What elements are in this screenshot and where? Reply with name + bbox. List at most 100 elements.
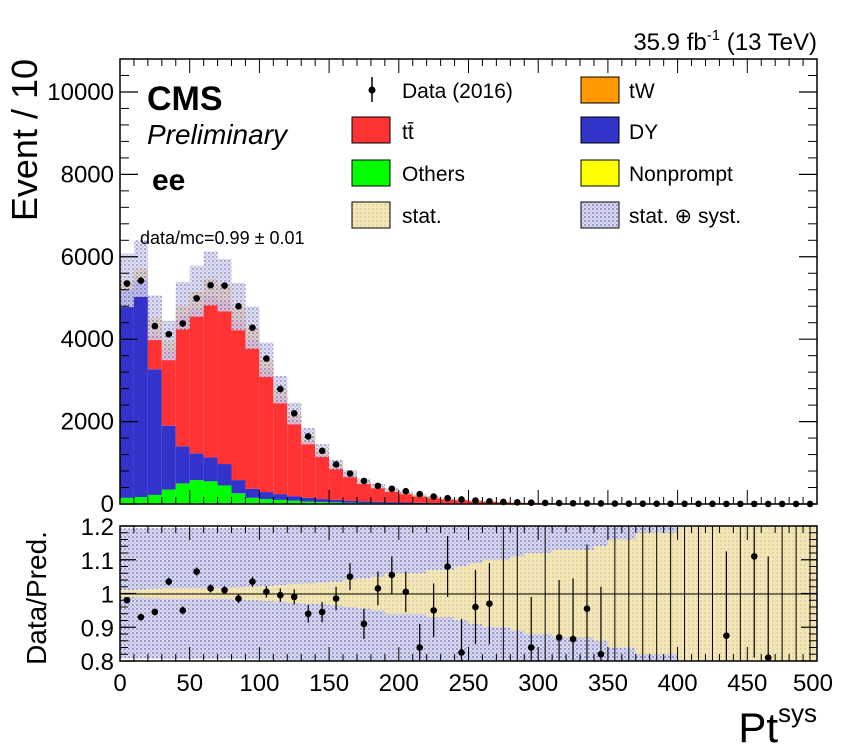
bar-others-bin-11 [273,499,288,504]
bar-tt-bin-12 [287,419,302,497]
ratio-point-bin-2 [151,608,159,616]
data-point-bin-11 [277,385,284,393]
bar-tt-bin-18 [370,488,385,502]
bar-tt-bin-19 [384,491,399,503]
legend-stat-swatch [351,201,391,229]
syst-band-bin-1 [133,240,148,297]
xtick-label-6: 300 [518,670,558,697]
ratio-point-bin-34 [597,650,605,658]
legend-item-others: Others [351,159,465,187]
main-ytick-label-1: 2000 [61,409,114,436]
ratio-point-bin-21 [416,644,424,651]
bar-others-bin-2 [147,494,162,504]
xtick-label-5: 250 [448,670,488,697]
xtick-label-4: 200 [379,670,419,697]
data-point-bin-15 [332,461,340,468]
syst-band-bin-2 [147,295,162,341]
data-point-bin-5 [193,295,200,302]
legend-tw-label: tW [629,80,655,103]
bar-others-bin-15 [329,502,344,504]
data-point-bin-13 [304,433,312,440]
bar-others-bin-4 [175,483,190,504]
bar-others-bin-10 [259,499,274,504]
ratio-point-bin-1 [137,613,145,621]
bar-dy-bin-10 [259,492,274,500]
cms-label: CMS [147,80,223,118]
preliminary-label: Preliminary [147,119,289,150]
bar-dy-bin-2 [147,369,162,495]
ratio-point-bin-12 [290,593,298,601]
bar-tt-bin-7 [217,301,232,465]
data-point-bin-30 [541,499,549,507]
bar-tt-bin-10 [259,369,274,493]
xtick-label-3: 150 [309,670,349,697]
bar-dy-bin-7 [217,464,232,486]
legend-nonprompt-label: Nonprompt [629,163,733,186]
xtick-label-0: 0 [113,670,126,697]
ratio-point-bin-5 [193,568,200,575]
bar-dy-bin-15 [329,499,344,503]
data-point-bin-21 [416,490,424,498]
bar-dy-bin-4 [175,446,190,484]
ratio-ytick-label-2: 1 [101,582,114,609]
data-point-bin-22 [430,493,437,500]
ratio-point-bin-43 [723,632,730,639]
ratio-point-bin-33 [583,605,591,612]
bar-tt-bin-6 [203,295,218,458]
lumi-text: 35.9 fb-1 (13 TeV) [633,27,817,56]
legend-dy-label: DY [629,121,658,144]
ratio-point-bin-32 [569,635,577,643]
bar-others-bin-8 [231,493,246,504]
bar-others-bin-1 [133,496,148,504]
ratio-ytick-label-4: 1.2 [81,514,114,541]
ratio-point-bin-22 [430,607,437,614]
data-point-bin-6 [207,281,214,289]
syst-band-bin-4 [175,281,190,330]
bar-others-bin-13 [301,501,316,504]
ratio-ytick-label-3: 1.1 [81,548,114,575]
channel-label: ee [152,164,185,197]
xtick-label-10: 500 [793,670,833,697]
ratio-point-bin-4 [179,607,187,614]
data-point-bin-1 [137,277,145,284]
data-point-bin-7 [221,282,228,289]
syst-band-bin-5 [189,265,204,317]
data-point-bin-17 [360,477,368,485]
legend: Data (2016) tt̄ Others stat. tW DY Nonpr… [351,76,741,229]
bar-dy-bin-0 [120,289,134,498]
bar-dy-bin-17 [356,501,371,503]
bar-dy-bin-19 [384,502,399,504]
data-point-bin-25 [472,497,479,504]
ratio-point-bin-7 [221,586,228,594]
ratio-point-bin-9 [249,578,256,585]
ratio-point-bin-45 [750,553,758,560]
legend-item-dy: DY [580,116,658,144]
ratio-point-bin-29 [527,644,535,651]
legend-item-data: Data (2016) [368,77,513,103]
bar-others-bin-0 [120,497,134,504]
legend-item-stat: stat. [351,201,442,229]
bar-tt-bin-20 [398,494,413,503]
data-point-bin-0 [123,280,131,287]
bar-dy-bin-18 [370,501,385,504]
bar-dy-bin-11 [273,494,288,500]
ratio-point-bin-15 [332,595,340,602]
legend-ttbar-label: tt̄ [402,121,414,144]
x-axis-title: Ptsys [738,698,817,751]
xtick-label-9: 450 [727,670,767,697]
bar-tt-bin-13 [301,440,316,498]
ratio-point-bin-8 [235,595,242,602]
data-point-bin-9 [249,324,256,331]
ratio-point-bin-18 [374,585,382,592]
main-y-axis-title: Event / 10 [4,59,45,221]
data-point-bin-16 [346,470,354,477]
bar-dy-bin-20 [398,502,413,504]
ratio-point-bin-11 [277,591,284,599]
ratio-point-bin-46 [764,654,772,661]
ratio-point-bin-31 [555,634,563,641]
data-point-bin-31 [555,499,563,507]
legend-others-label: Others [402,163,465,186]
legend-dy-swatch [580,116,620,144]
legend-statsyst-label: stat. ⊕ syst. [629,205,741,228]
syst-band-bin-3 [161,321,176,361]
